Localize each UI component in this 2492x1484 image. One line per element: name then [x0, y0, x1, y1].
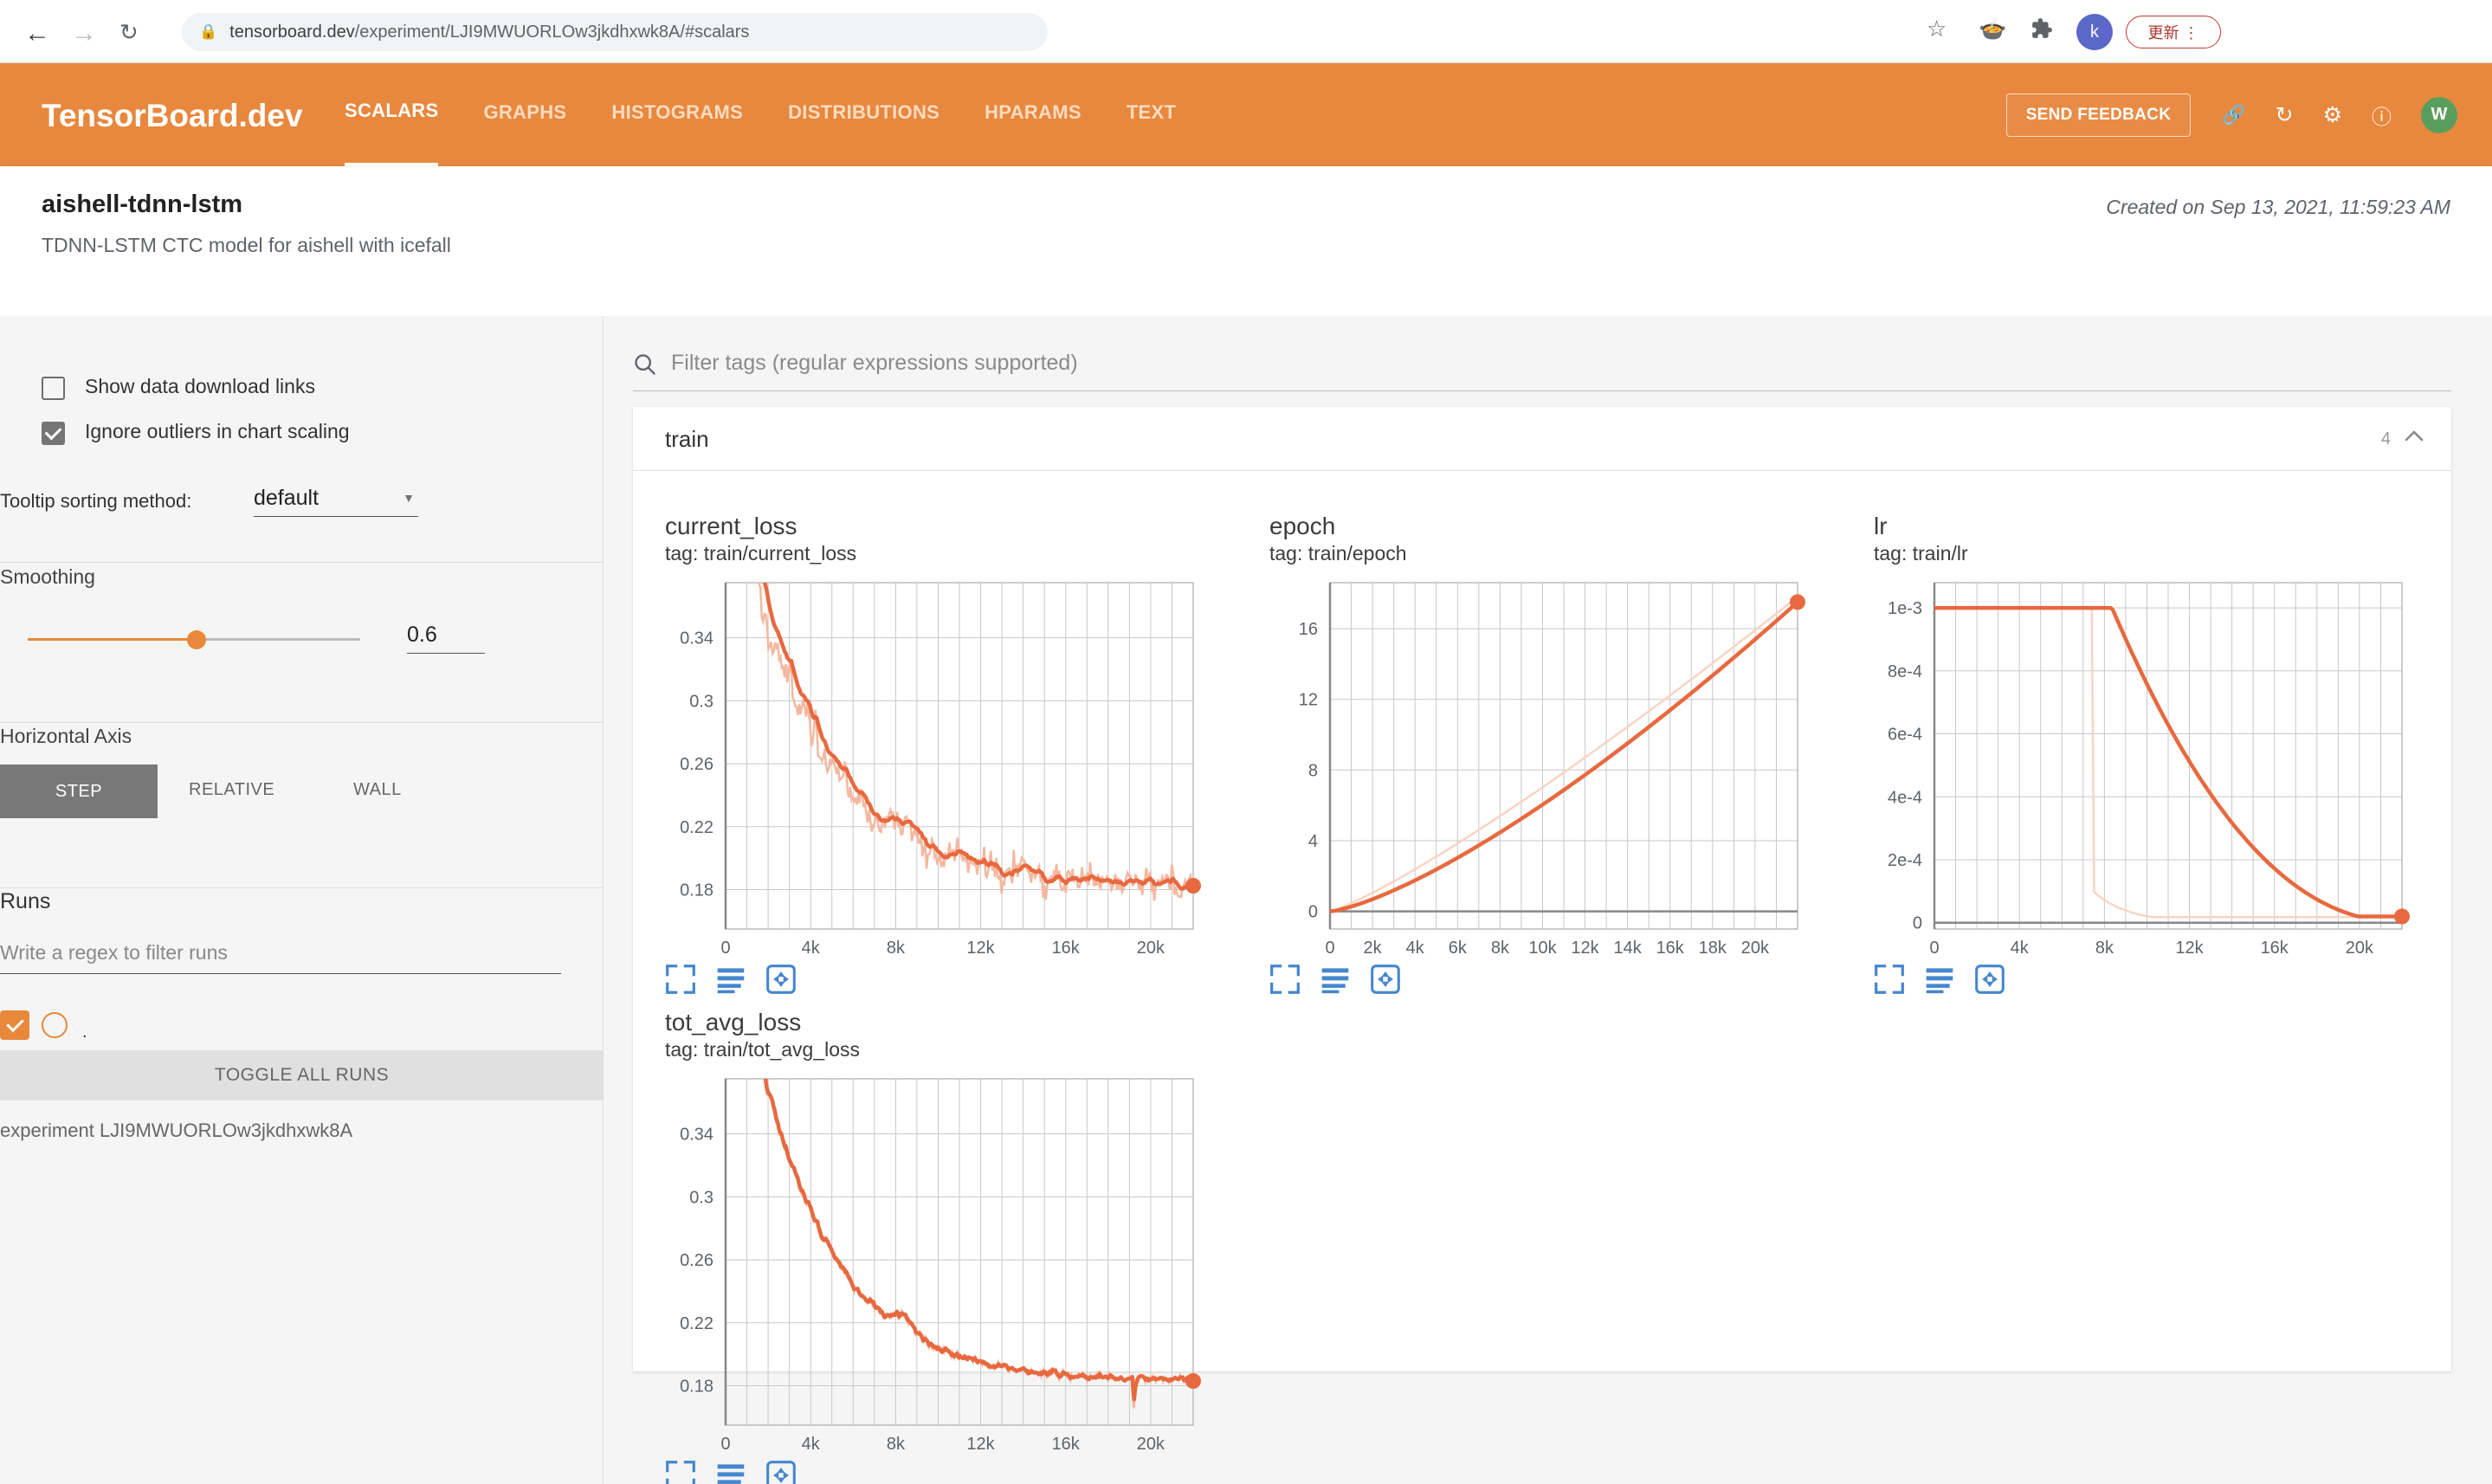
svg-text:12k: 12k — [1571, 939, 1599, 958]
svg-text:4k: 4k — [2011, 939, 2030, 958]
svg-text:16k: 16k — [1052, 939, 1081, 958]
svg-text:0.26: 0.26 — [680, 755, 713, 774]
svg-text:6e-4: 6e-4 — [1888, 726, 1922, 745]
svg-text:8: 8 — [1308, 761, 1318, 780]
svg-text:6k: 6k — [1449, 939, 1468, 958]
svg-text:0: 0 — [1308, 903, 1318, 922]
svg-text:0.26: 0.26 — [680, 1251, 713, 1270]
svg-text:2k: 2k — [1364, 939, 1383, 958]
svg-text:20k: 20k — [2346, 939, 2374, 958]
svg-text:12k: 12k — [2175, 939, 2204, 958]
svg-text:16k: 16k — [1052, 1435, 1081, 1454]
svg-text:20k: 20k — [1741, 939, 1770, 958]
svg-text:0.3: 0.3 — [689, 1188, 713, 1207]
svg-text:4k: 4k — [802, 1435, 821, 1454]
svg-text:0: 0 — [720, 1435, 730, 1454]
svg-text:12k: 12k — [966, 939, 995, 958]
svg-text:16: 16 — [1299, 620, 1318, 639]
svg-text:0.18: 0.18 — [680, 881, 713, 900]
svg-text:4: 4 — [1308, 832, 1318, 851]
svg-text:4e-4: 4e-4 — [1888, 788, 1922, 807]
svg-text:8k: 8k — [1491, 939, 1510, 958]
svg-text:12k: 12k — [966, 1435, 995, 1454]
svg-text:8k: 8k — [887, 1435, 906, 1454]
svg-text:8k: 8k — [2095, 939, 2114, 958]
svg-text:1e-3: 1e-3 — [1888, 599, 1922, 618]
svg-text:2e-4: 2e-4 — [1888, 851, 1922, 870]
svg-text:0.34: 0.34 — [680, 1126, 713, 1145]
svg-text:8k: 8k — [887, 939, 906, 958]
svg-text:10k: 10k — [1528, 939, 1557, 958]
svg-text:4k: 4k — [802, 939, 821, 958]
svg-text:0.3: 0.3 — [689, 692, 713, 711]
svg-text:4k: 4k — [1406, 939, 1425, 958]
svg-text:0: 0 — [1325, 939, 1334, 958]
svg-text:0.34: 0.34 — [680, 629, 713, 648]
svg-text:20k: 20k — [1137, 939, 1165, 958]
svg-text:20k: 20k — [1137, 1435, 1165, 1454]
svg-text:0: 0 — [720, 939, 730, 958]
svg-text:14k: 14k — [1613, 939, 1642, 958]
svg-text:16k: 16k — [1656, 939, 1685, 958]
svg-text:18k: 18k — [1699, 939, 1727, 958]
svg-text:16k: 16k — [2261, 939, 2289, 958]
svg-text:8e-4: 8e-4 — [1888, 662, 1922, 681]
svg-text:0: 0 — [1913, 914, 1922, 933]
svg-text:0.18: 0.18 — [680, 1378, 713, 1397]
svg-text:0.22: 0.22 — [680, 818, 713, 837]
svg-text:0: 0 — [1929, 939, 1939, 958]
svg-text:12: 12 — [1299, 691, 1318, 710]
svg-text:0.22: 0.22 — [680, 1314, 713, 1333]
